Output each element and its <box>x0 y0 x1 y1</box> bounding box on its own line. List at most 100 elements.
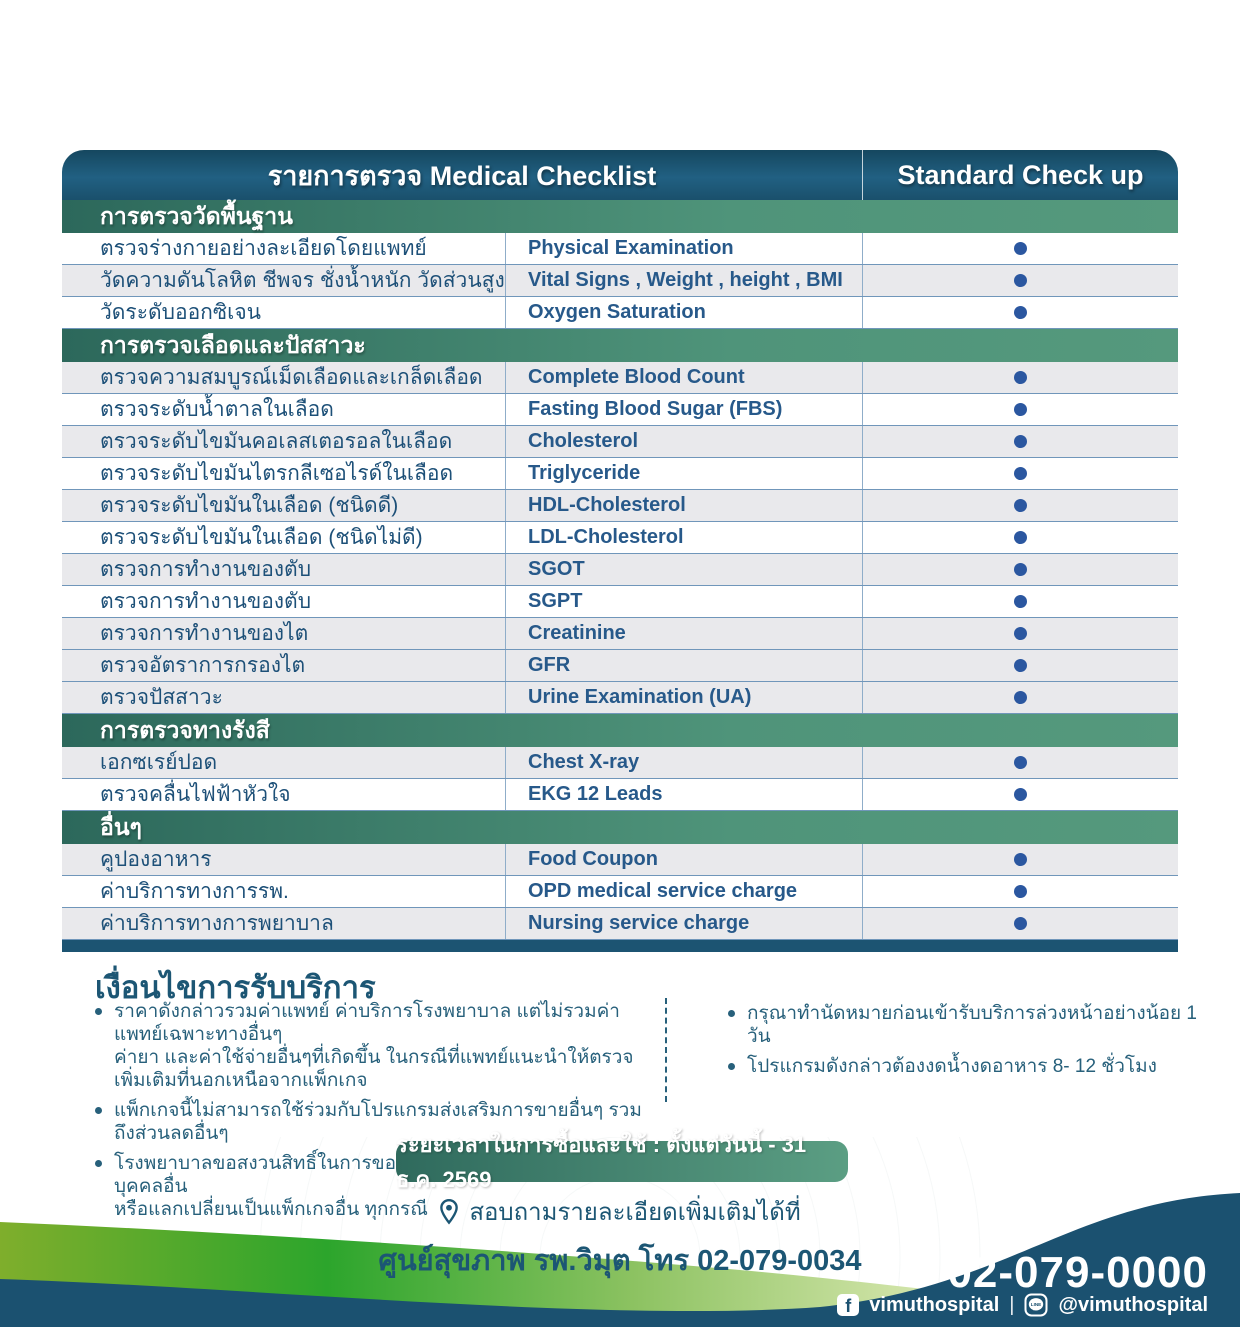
included-dot-icon <box>1014 691 1027 704</box>
included-dot-icon <box>1014 499 1027 512</box>
social-row: f vimuthospital | LINE @vimuthospital <box>837 1293 1208 1317</box>
included-cell <box>862 426 1178 457</box>
footer-wave-graphic <box>0 1137 1240 1327</box>
phone-icon <box>901 1256 935 1290</box>
included-dot-icon <box>1014 595 1027 608</box>
phone-number[interactable]: 02-079-0000 <box>947 1248 1208 1297</box>
included-cell <box>862 779 1178 810</box>
test-name-th: วัดระดับออกซิเจน <box>100 301 261 324</box>
contact-block: สอบถามรายละเอียดเพิ่มเติมได้ที่ ศูนย์สุข… <box>270 1192 970 1283</box>
facebook-icon[interactable]: f <box>837 1294 860 1316</box>
facebook-handle[interactable]: vimuthospital <box>869 1293 1000 1316</box>
bullet-dot-icon <box>728 1063 735 1070</box>
contact-prompt: สอบถามรายละเอียดเพิ่มเติมได้ที่ <box>469 1199 801 1226</box>
section-header: การตรวจวัดพื้นฐาน <box>62 200 1178 233</box>
included-cell <box>862 522 1178 553</box>
bullet-dot-icon <box>95 1160 102 1167</box>
conditions-title: เงื่อนไขการรับบริการ <box>95 970 376 1005</box>
table-row: ตรวจระดับไขมันในเลือด (ชนิดไม่ดี) LDL-Cho… <box>62 522 1178 554</box>
test-name-th: ค่าบริการทางการรพ. <box>100 880 289 903</box>
teal-wave <box>0 1193 1240 1327</box>
included-cell <box>862 682 1178 713</box>
included-cell <box>862 554 1178 585</box>
condition-text: แพ็กเกจนี้ไม่สามารถใช้ร่วมกับโปรแกรมส่งเ… <box>114 1100 642 1144</box>
included-cell <box>862 876 1178 907</box>
included-dot-icon <box>1014 917 1027 930</box>
test-name-en: Food Coupon <box>505 844 862 875</box>
included-dot-icon <box>1014 371 1027 384</box>
included-cell <box>862 908 1178 939</box>
test-name-th: ตรวจระดับไขมันในเลือด (ชนิดดี) <box>100 494 399 517</box>
test-name-th: ตรวจคลื่นไฟฟ้าหัวใจ <box>100 783 291 806</box>
table-row: เอกซเรย์ปอด Chest X-ray <box>62 747 1178 779</box>
condition-bullet: โปรแกรมดังกล่าวต้องงดน้ำงดอาหาร 8- 12 ชั… <box>728 1055 1208 1078</box>
location-pin-icon <box>439 1198 459 1226</box>
test-name-th: ตรวจอัตราการกรองไต <box>100 654 306 677</box>
table-row: ตรวจระดับไขมันไตรกลีเซอไรด์ในเลือด Trigly… <box>62 458 1178 490</box>
phone-block[interactable]: 02-079-0000 <box>901 1248 1208 1298</box>
test-name-en: Urine Examination (UA) <box>505 682 862 713</box>
table-row: ตรวจระดับน้ำตาลในเลือด Fasting Blood Suga… <box>62 394 1178 426</box>
table-row: ตรวจคลื่นไฟฟ้าหัวใจ EKG 12 Leads <box>62 779 1178 811</box>
table-row: ตรวจอัตราการกรองไต GFR <box>62 650 1178 682</box>
included-dot-icon <box>1014 853 1027 866</box>
line-icon[interactable]: LINE <box>1024 1293 1048 1317</box>
test-name-en: Creatinine <box>505 618 862 649</box>
included-dot-icon <box>1014 435 1027 448</box>
table-row: ตรวจการทำงานของตับ SGPT <box>62 586 1178 618</box>
test-name-en: HDL-Cholesterol <box>505 490 862 521</box>
included-dot-icon <box>1014 274 1027 287</box>
test-name-th: ตรวจระดับไขมันคอเลสเตอรอลในเลือด <box>100 430 453 453</box>
contact-detail[interactable]: ศูนย์สุขภาพ รพ.วิมุต โทร 02-079-0034 <box>378 1245 862 1277</box>
included-dot-icon <box>1014 563 1027 576</box>
table-row: ตรวจปัสสาวะ Urine Examination (UA) <box>62 682 1178 714</box>
checklist-table: รายการตรวจ Medical Checklist Standard Ch… <box>62 150 1178 952</box>
table-row: คูปองอาหาร Food Coupon <box>62 844 1178 876</box>
test-name-en: Vital Signs , Weight , height , BMI <box>505 265 862 296</box>
section-header: การตรวจเลือดและปัสสาวะ <box>62 329 1178 362</box>
test-name-en: Chest X-ray <box>505 747 862 778</box>
test-name-en: EKG 12 Leads <box>505 779 862 810</box>
test-name-th: เอกซเรย์ปอด <box>100 751 218 774</box>
table-row: ตรวจการทำงานของตับ SGOT <box>62 554 1178 586</box>
section-header: การตรวจทางรังสี <box>62 714 1178 747</box>
included-dot-icon <box>1014 306 1027 319</box>
svg-text:LINE: LINE <box>1031 1302 1041 1307</box>
table-row: ตรวจความสมบูรณ์เม็ดเลือดและเกล็ดเลือด Com… <box>62 362 1178 394</box>
included-dot-icon <box>1014 403 1027 416</box>
line-handle[interactable]: @vimuthospital <box>1058 1293 1208 1316</box>
test-name-th: ตรวจการทำงานของตับ <box>100 590 312 613</box>
included-cell <box>862 490 1178 521</box>
included-cell <box>862 650 1178 681</box>
test-name-en: SGOT <box>505 554 862 585</box>
test-name-th: ตรวจร่างกายอย่างละเอียดโดยแพทย์ <box>100 237 427 260</box>
included-cell <box>862 586 1178 617</box>
table-row: ตรวจร่างกายอย่างละเอียดโดยแพทย์ Physical … <box>62 233 1178 265</box>
included-dot-icon <box>1014 885 1027 898</box>
header-checklist-column: รายการตรวจ Medical Checklist <box>267 160 657 191</box>
bullet-dot-icon <box>728 1010 735 1017</box>
table-row: วัดระดับออกซิเจน Oxygen Saturation <box>62 297 1178 329</box>
test-name-en: GFR <box>505 650 862 681</box>
included-cell <box>862 747 1178 778</box>
included-cell <box>862 844 1178 875</box>
test-name-en: OPD medical service charge <box>505 876 862 907</box>
included-dot-icon <box>1014 467 1027 480</box>
condition-bullet: ราคาดังกล่าวรวมค่าแพทย์ ค่าบริการโรงพยาบ… <box>95 1000 650 1092</box>
included-dot-icon <box>1014 788 1027 801</box>
table-bottom-strip <box>62 940 1178 952</box>
table-row: ตรวจระดับไขมันในเลือด (ชนิดดี) HDL-Choles… <box>62 490 1178 522</box>
test-name-th: ตรวจการทำงานของตับ <box>100 558 312 581</box>
condition-bullet: แพ็กเกจนี้ไม่สามารถใช้ร่วมกับโปรแกรมส่งเ… <box>95 1099 650 1145</box>
included-dot-icon <box>1014 659 1027 672</box>
table-row: ตรวจระดับไขมันคอเลสเตอรอลในเลือด Choleste… <box>62 426 1178 458</box>
header-plan-column: Standard Check up <box>862 150 1178 200</box>
included-dot-icon <box>1014 756 1027 769</box>
included-cell <box>862 297 1178 328</box>
conditions-right-list: กรุณาทำนัดหมายก่อนเข้ารับบริการล่วงหน้าอ… <box>728 1002 1208 1085</box>
social-separator: | <box>1009 1293 1015 1316</box>
condition-text: กรุณาทำนัดหมายก่อนเข้ารับบริการล่วงหน้าอ… <box>747 1003 1197 1047</box>
included-cell <box>862 265 1178 296</box>
included-dot-icon <box>1014 531 1027 544</box>
